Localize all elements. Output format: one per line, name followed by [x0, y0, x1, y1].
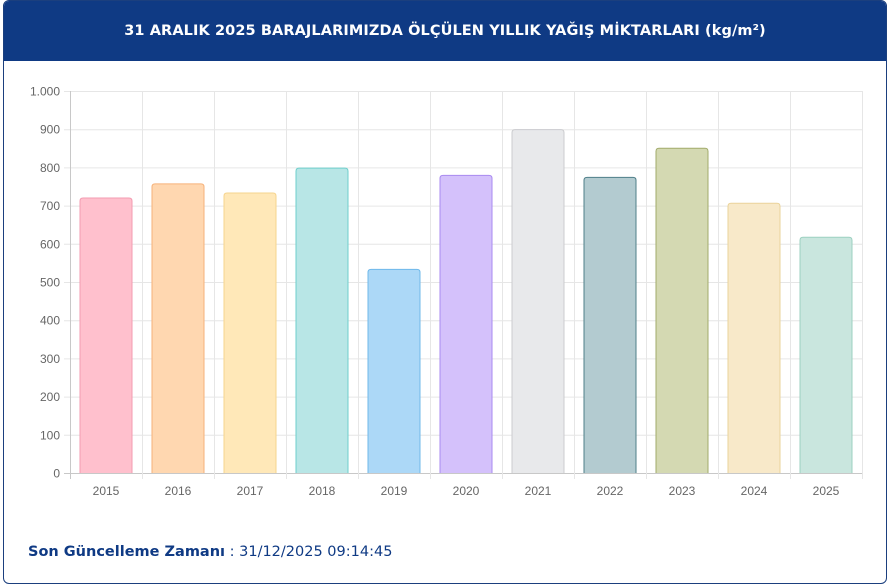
y-tick-label: 200 — [40, 390, 60, 404]
x-tick-label: 2025 — [813, 484, 840, 498]
bar-chart: 0 100 200 300 400 500 600 700 800 900 1.000 2015 201… — [30, 85, 863, 498]
last-update-label: Son Güncelleme Zamanı — [28, 544, 226, 560]
chart-title: 31 ARALIK 2025 BARAJLARIMIZDA ÖLÇÜLEN YI… — [124, 23, 766, 39]
x-tick-label: 2016 — [165, 484, 192, 498]
x-tick-label: 2019 — [381, 484, 408, 498]
last-update-value: 31/12/2025 09:14:45 — [239, 544, 393, 560]
x-tick-label: 2015 — [93, 484, 120, 498]
y-tick-label: 800 — [40, 161, 60, 175]
last-update: Son Güncelleme Zamanı : 31/12/2025 09:14… — [28, 544, 392, 560]
x-tick-label: 2020 — [453, 484, 480, 498]
x-tick-label: 2023 — [669, 484, 696, 498]
y-tick-label: 0 — [53, 467, 60, 481]
chart-card: 31 ARALIK 2025 BARAJLARIMIZDA ÖLÇÜLEN YI… — [3, 0, 887, 584]
bar-2021 — [511, 129, 565, 473]
y-tick-label: 300 — [40, 352, 60, 366]
x-tick-label: 2017 — [237, 484, 264, 498]
x-tick-label: 2021 — [525, 484, 552, 498]
x-tick-label: 2024 — [741, 484, 768, 498]
bar-2019 — [367, 268, 421, 473]
bar-2025 — [799, 236, 853, 473]
bar-2023 — [655, 147, 709, 473]
last-update-separator: : — [225, 544, 240, 560]
y-tick-label: 700 — [40, 199, 60, 213]
bar-2017 — [223, 192, 277, 473]
x-tick-label: 2018 — [309, 484, 336, 498]
bar-2024 — [727, 202, 781, 473]
bar-2020 — [439, 174, 493, 473]
y-tick-label: 400 — [40, 314, 60, 328]
bar-2018 — [295, 167, 349, 473]
chart-header: 31 ARALIK 2025 BARAJLARIMIZDA ÖLÇÜLEN YI… — [4, 1, 886, 61]
bar-2016 — [151, 183, 205, 473]
bar-2015 — [79, 197, 133, 473]
y-tick-label: 1.000 — [30, 85, 60, 99]
x-tick-label: 2022 — [597, 484, 624, 498]
bar-2022 — [583, 176, 637, 473]
y-tick-label: 600 — [40, 237, 60, 251]
y-tick-label: 100 — [40, 428, 60, 442]
y-tick-label: 900 — [40, 123, 60, 137]
y-tick-label: 500 — [40, 276, 60, 290]
